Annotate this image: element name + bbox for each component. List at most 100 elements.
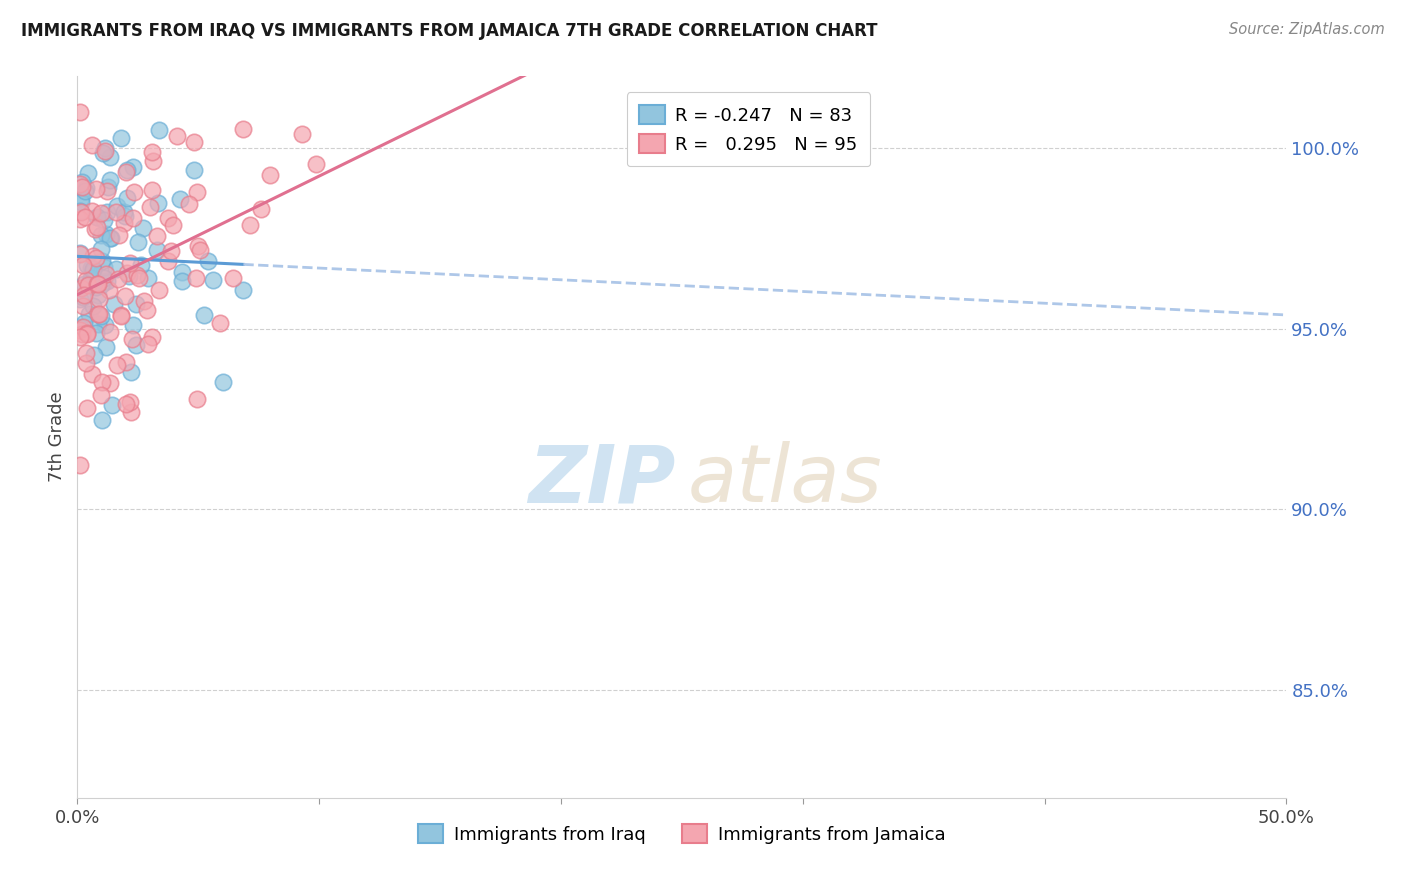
Point [132, 294, 155, 309]
Point [82, 262, 104, 277]
Point [98, 173, 121, 187]
Point [212, 376, 235, 390]
Point [77, 307, 100, 321]
Point [146, 229, 169, 244]
Point [86, 318, 108, 332]
Point [75, 181, 97, 195]
Point [110, 310, 132, 324]
Point [136, 336, 159, 351]
Point [82, 249, 104, 263]
Point [87, 307, 110, 321]
Point [156, 211, 179, 225]
Point [136, 302, 159, 317]
Point [69, 204, 91, 219]
Y-axis label: 7th Grade: 7th Grade [48, 392, 66, 483]
Point [75, 184, 97, 198]
Text: IMMIGRANTS FROM IRAQ VS IMMIGRANTS FROM JAMAICA 7TH GRADE CORRELATION CHART: IMMIGRANTS FROM IRAQ VS IMMIGRANTS FROM … [21, 22, 877, 40]
Point [86, 277, 108, 291]
Point [184, 270, 207, 285]
Point [98, 376, 121, 390]
Point [69, 211, 91, 226]
Point [69, 191, 91, 205]
Point [90, 253, 112, 268]
Point [201, 273, 224, 287]
Point [90, 242, 112, 256]
Point [86, 211, 108, 225]
Point [141, 145, 163, 160]
Point [170, 265, 193, 279]
Point [208, 316, 231, 330]
Point [69, 458, 91, 473]
Point [93, 271, 115, 285]
Point [132, 221, 155, 235]
Point [115, 163, 138, 178]
Point [170, 274, 193, 288]
Point [259, 168, 281, 182]
Point [120, 404, 142, 418]
Point [142, 153, 165, 168]
Point [121, 332, 143, 346]
Point [146, 195, 169, 210]
Point [90, 387, 112, 401]
Point [69, 320, 91, 334]
Legend: Immigrants from Iraq, Immigrants from Jamaica: Immigrants from Iraq, Immigrants from Ja… [411, 816, 953, 851]
Point [91, 375, 114, 389]
Point [84, 326, 107, 341]
Point [69, 104, 91, 119]
Point [105, 358, 128, 372]
Point [82, 273, 104, 287]
Point [83, 348, 105, 362]
Point [186, 392, 208, 407]
Point [183, 135, 205, 149]
Point [87, 287, 110, 301]
Point [84, 221, 107, 235]
Point [169, 192, 191, 206]
Point [72, 277, 94, 291]
Point [72, 320, 94, 334]
Point [188, 243, 211, 257]
Point [177, 197, 200, 211]
Point [69, 178, 91, 192]
Point [90, 309, 112, 323]
Point [104, 205, 127, 219]
Point [69, 292, 91, 306]
Point [117, 191, 139, 205]
Point [72, 299, 94, 313]
Point [96, 267, 118, 281]
Point [76, 258, 98, 272]
Point [148, 284, 170, 298]
Point [70, 175, 93, 189]
Point [101, 398, 124, 412]
Point [103, 297, 125, 311]
Point [94, 318, 117, 333]
Point [94, 141, 117, 155]
Point [114, 289, 136, 303]
Point [125, 296, 148, 310]
Point [91, 145, 114, 160]
Point [118, 269, 141, 284]
Point [83, 271, 105, 285]
Point [193, 308, 215, 322]
Point [84, 182, 107, 196]
Point [97, 283, 120, 297]
Point [73, 210, 96, 224]
Point [121, 211, 143, 226]
Point [87, 277, 110, 292]
Point [96, 205, 118, 219]
Point [122, 185, 145, 199]
Point [162, 218, 184, 232]
Point [139, 200, 162, 214]
Point [157, 254, 180, 268]
Point [105, 199, 128, 213]
Point [183, 162, 205, 177]
Point [76, 326, 98, 340]
Point [86, 219, 108, 234]
Point [90, 278, 112, 293]
Point [75, 346, 97, 360]
Point [96, 274, 118, 288]
Point [82, 367, 104, 381]
Point [115, 397, 138, 411]
Point [82, 299, 104, 313]
Point [222, 271, 245, 285]
Point [98, 150, 121, 164]
